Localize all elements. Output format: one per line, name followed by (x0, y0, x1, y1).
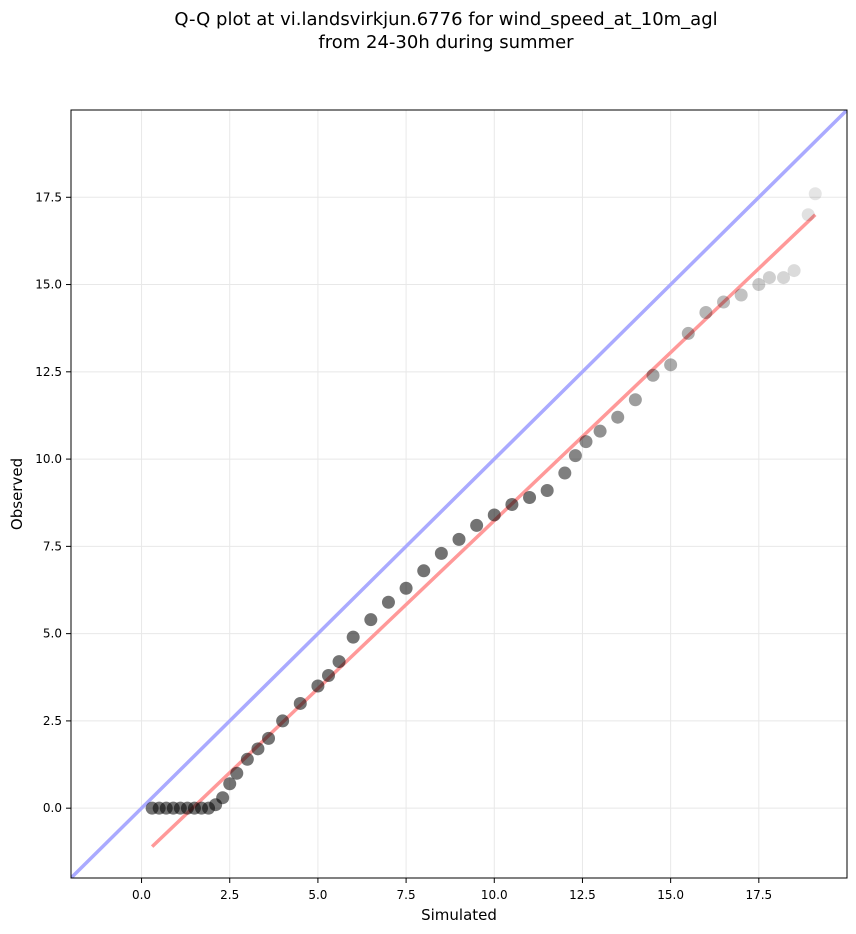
data-points (145, 187, 822, 815)
fit-line (150, 213, 817, 848)
data-point (311, 679, 325, 693)
data-point (808, 187, 822, 201)
data-point (417, 564, 431, 578)
x-tick-label: 17.5 (745, 888, 772, 902)
data-point (364, 613, 378, 627)
y-tick-label: 12.5 (35, 365, 62, 379)
data-point (734, 288, 748, 302)
data-point (321, 669, 335, 683)
data-point (332, 655, 346, 669)
y-tick-label: 0.0 (43, 801, 62, 815)
grid (71, 110, 847, 878)
data-point (452, 532, 466, 546)
data-point (293, 696, 307, 710)
data-point (346, 630, 360, 644)
data-point (434, 546, 448, 560)
data-point (523, 490, 537, 504)
data-point (251, 742, 265, 756)
identity-line (71, 110, 847, 878)
data-point (801, 208, 815, 222)
data-point (762, 271, 776, 285)
data-point (681, 326, 695, 340)
data-point (752, 278, 766, 292)
data-point (558, 466, 572, 480)
y-tick-label: 7.5 (43, 539, 62, 553)
data-point (381, 595, 395, 609)
data-point (230, 766, 244, 780)
plot-frame (70, 109, 848, 879)
y-axis-ticks: 0.0 2.5 5.0 7.5 10.0 12.5 15.0 17.5 (35, 190, 71, 815)
data-point (717, 295, 731, 309)
x-tick-label: 2.5 (220, 888, 239, 902)
chart-title: Q-Q plot at vi.landsvirkjun.6776 for win… (174, 9, 717, 30)
data-point (579, 435, 593, 449)
data-point (223, 777, 237, 791)
data-point (262, 731, 276, 745)
data-point (628, 393, 642, 407)
x-axis-label: Simulated (421, 906, 497, 924)
data-point (646, 368, 660, 382)
y-tick-label: 10.0 (35, 452, 62, 466)
data-point (787, 264, 801, 278)
data-point (399, 581, 413, 595)
data-point (540, 484, 554, 498)
x-tick-label: 0.0 (132, 888, 151, 902)
y-axis-label: Observed (8, 458, 26, 530)
data-point (699, 305, 713, 319)
data-point (664, 358, 678, 372)
data-point (777, 271, 791, 285)
y-tick-label: 17.5 (35, 190, 62, 204)
data-point (568, 449, 582, 463)
data-point (276, 714, 290, 728)
reference-lines (71, 110, 847, 878)
data-point (216, 791, 230, 805)
x-tick-label: 10.0 (481, 888, 508, 902)
x-tick-label: 12.5 (569, 888, 596, 902)
data-point (593, 424, 607, 438)
x-tick-label: 15.0 (657, 888, 684, 902)
x-axis-ticks: 0.0 2.5 5.0 7.5 10.0 12.5 15.0 17.5 (132, 878, 772, 902)
x-tick-label: 7.5 (397, 888, 416, 902)
data-point (611, 410, 625, 424)
x-tick-label: 5.0 (308, 888, 327, 902)
data-point (470, 518, 484, 532)
chart-subtitle: from 24-30h during summer (318, 32, 574, 53)
data-point (487, 508, 501, 522)
y-tick-label: 5.0 (43, 627, 62, 641)
data-point (505, 497, 519, 511)
data-point (240, 752, 254, 766)
y-tick-label: 15.0 (35, 278, 62, 292)
y-tick-label: 2.5 (43, 714, 62, 728)
